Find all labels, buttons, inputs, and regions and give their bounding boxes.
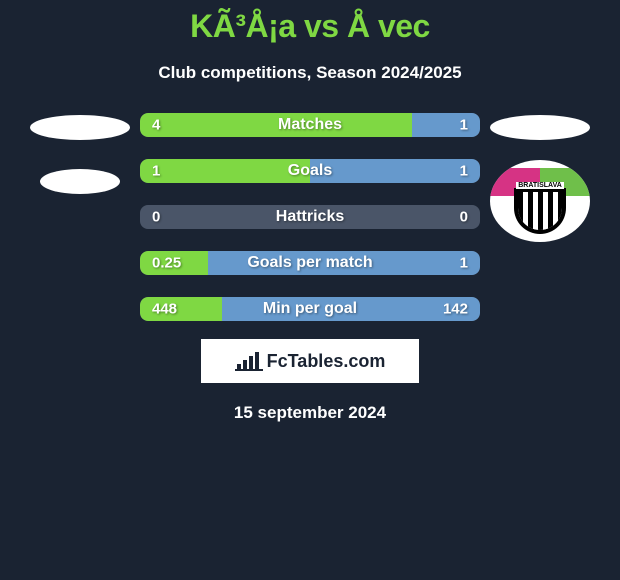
left-team-logo-2 bbox=[40, 169, 120, 194]
stat-bar-right bbox=[310, 159, 480, 183]
stat-value-right: 1 bbox=[460, 117, 468, 134]
stat-value-left: 0 bbox=[152, 209, 160, 226]
stat-label: Hattricks bbox=[276, 208, 344, 226]
badge-text: BRATISLAVA bbox=[516, 182, 564, 189]
stat-value-right: 1 bbox=[460, 163, 468, 180]
stat-label: Matches bbox=[278, 116, 342, 134]
brand-box[interactable]: FcTables.com bbox=[201, 339, 419, 383]
left-team-column bbox=[30, 113, 130, 321]
badge-inner bbox=[518, 192, 562, 230]
stat-value-right: 1 bbox=[460, 255, 468, 272]
stat-value-left: 1 bbox=[152, 163, 160, 180]
right-team-badge: BRATISLAVA bbox=[490, 160, 590, 242]
stat-bar-left bbox=[140, 159, 310, 183]
stat-value-left: 4 bbox=[152, 117, 160, 134]
right-team-logo-1 bbox=[490, 115, 590, 140]
stat-row-goals-per-match: 0.25 Goals per match 1 bbox=[140, 251, 480, 275]
stat-row-hattricks: 0 Hattricks 0 bbox=[140, 205, 480, 229]
stat-label: Goals per match bbox=[247, 254, 372, 272]
stat-bar-right bbox=[412, 113, 480, 137]
stats-container: 4 Matches 1 1 Goals 1 0 Hattricks 0 0.25… bbox=[0, 113, 620, 321]
bar-chart-icon bbox=[235, 350, 263, 372]
stats-bars-column: 4 Matches 1 1 Goals 1 0 Hattricks 0 0.25… bbox=[140, 113, 480, 321]
badge-shield bbox=[514, 188, 566, 234]
stat-row-min-per-goal: 448 Min per goal 142 bbox=[140, 297, 480, 321]
stat-value-right: 0 bbox=[460, 209, 468, 226]
stat-value-left: 0.25 bbox=[152, 255, 181, 272]
stat-label: Min per goal bbox=[263, 300, 357, 318]
badge-stripes bbox=[518, 192, 562, 230]
stat-value-left: 448 bbox=[152, 301, 177, 318]
date-text: 15 september 2024 bbox=[0, 403, 620, 423]
stat-row-matches: 4 Matches 1 bbox=[140, 113, 480, 137]
stat-value-right: 142 bbox=[443, 301, 468, 318]
left-team-logo-1 bbox=[30, 115, 130, 140]
page-title: KÃ³Å¡a vs Å vec bbox=[0, 0, 620, 45]
stat-bar-left bbox=[140, 113, 412, 137]
right-team-column: BRATISLAVA bbox=[490, 113, 590, 321]
stat-row-goals: 1 Goals 1 bbox=[140, 159, 480, 183]
subtitle: Club competitions, Season 2024/2025 bbox=[0, 63, 620, 83]
stat-label: Goals bbox=[288, 162, 332, 180]
brand-text: FcTables.com bbox=[267, 351, 386, 372]
